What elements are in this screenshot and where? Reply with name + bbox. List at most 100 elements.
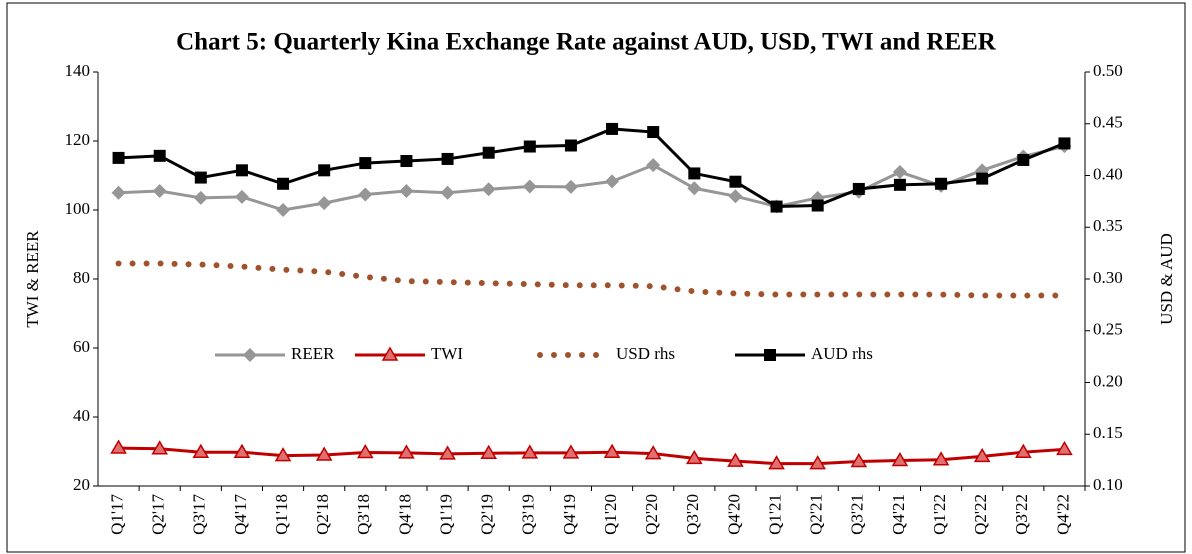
marker <box>809 455 826 470</box>
marker <box>481 182 496 197</box>
legend-label: USD rhs <box>616 344 675 363</box>
x-tick-label: Q4'20 <box>724 494 743 535</box>
marker <box>603 443 621 458</box>
marker <box>192 443 210 458</box>
marker <box>521 444 539 459</box>
marker <box>522 179 537 194</box>
marker <box>605 174 620 189</box>
marker <box>523 140 536 153</box>
marker <box>727 452 744 467</box>
marker <box>935 177 948 190</box>
y2-tick-label: 0.25 <box>1093 320 1123 339</box>
x-tick-label: Q4'22 <box>1053 494 1072 535</box>
marker <box>564 139 577 152</box>
x-tick-label: Q3'21 <box>848 494 867 535</box>
marker <box>976 172 989 185</box>
marker <box>852 182 865 195</box>
marker <box>811 199 824 212</box>
marker <box>277 177 290 190</box>
y-tick-label: 80 <box>73 268 90 287</box>
marker <box>358 187 373 202</box>
marker <box>728 189 743 204</box>
legend-label: AUD rhs <box>811 344 873 363</box>
marker <box>892 165 907 180</box>
y2-tick-label: 0.30 <box>1093 268 1123 287</box>
marker <box>112 151 125 164</box>
marker <box>729 175 742 188</box>
marker <box>357 444 374 459</box>
x-tick-label: Q1'17 <box>107 494 126 535</box>
series-line <box>115 260 1068 299</box>
marker <box>686 449 703 465</box>
marker <box>764 349 776 361</box>
series-line <box>118 127 1066 209</box>
marker <box>315 446 333 461</box>
marker <box>398 444 415 459</box>
marker <box>646 158 661 173</box>
marker <box>317 196 332 211</box>
x-tick-label: Q2'18 <box>313 494 332 535</box>
x-tick-label: Q3'20 <box>683 494 702 535</box>
marker <box>152 184 167 199</box>
marker <box>768 455 785 470</box>
marker <box>400 155 413 168</box>
marker <box>153 149 166 162</box>
legend-label: TWI <box>431 344 463 363</box>
marker <box>274 447 292 462</box>
x-tick-label: Q1'21 <box>765 494 784 535</box>
marker <box>850 453 868 468</box>
y-tick-label: 60 <box>73 337 90 356</box>
y2-tick-label: 0.35 <box>1093 216 1123 235</box>
y-tick-label: 20 <box>73 475 90 494</box>
x-tick-label: Q2'19 <box>478 494 497 535</box>
x-tick-label: Q2'22 <box>971 494 990 535</box>
marker <box>891 451 909 467</box>
x-tick-label: Q3'17 <box>190 494 209 535</box>
marker <box>441 152 454 165</box>
marker <box>647 126 660 139</box>
x-tick-label: Q1'20 <box>601 494 620 535</box>
marker <box>687 181 702 196</box>
y-tick-label: 120 <box>65 130 91 149</box>
marker <box>233 443 251 458</box>
y2-tick-label: 0.10 <box>1093 475 1123 494</box>
marker <box>235 164 248 177</box>
marker <box>193 190 208 205</box>
y-tick-label: 140 <box>65 61 91 80</box>
x-tick-label: Q3'18 <box>354 494 373 535</box>
y-axis-title: TWI & REER <box>23 230 42 328</box>
marker <box>606 122 619 135</box>
chart-frame <box>6 2 1186 553</box>
marker <box>770 200 783 213</box>
y2-tick-label: 0.45 <box>1093 113 1123 132</box>
x-tick-label: Q4'17 <box>231 494 250 535</box>
x-tick-label: Q1'19 <box>436 494 455 535</box>
marker <box>381 346 399 361</box>
marker <box>893 178 906 191</box>
marker <box>194 171 207 184</box>
x-tick-label: Q2'17 <box>149 494 168 535</box>
chart-title: Chart 5: Quarterly Kina Exchange Rate ag… <box>176 29 997 56</box>
marker <box>482 146 495 159</box>
marker <box>276 203 291 217</box>
series-line <box>118 144 1065 212</box>
marker <box>1017 153 1030 166</box>
x-tick-label: Q1'22 <box>930 494 949 535</box>
y2-tick-label: 0.15 <box>1093 423 1123 442</box>
marker <box>563 179 578 194</box>
y2-tick-label: 0.50 <box>1093 61 1123 80</box>
y2-tick-label: 0.20 <box>1093 371 1123 390</box>
x-tick-label: Q3'19 <box>519 494 538 535</box>
marker <box>562 444 580 459</box>
marker <box>111 185 126 200</box>
x-tick-label: Q4'21 <box>889 494 908 535</box>
marker <box>644 445 662 460</box>
marker <box>110 439 127 454</box>
marker <box>688 167 701 180</box>
marker <box>480 444 497 459</box>
marker <box>973 447 991 463</box>
marker <box>1056 440 1073 456</box>
x-tick-label: Q3'22 <box>1012 494 1031 535</box>
